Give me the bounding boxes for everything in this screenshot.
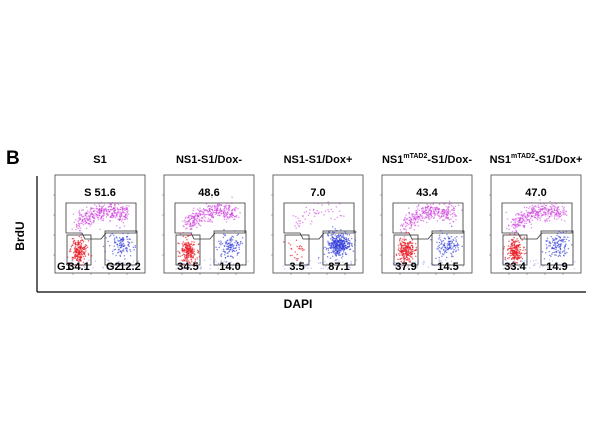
g2-percent: 14.9 (546, 261, 567, 273)
g1-label: G1 (57, 261, 72, 273)
g1-percent: 3.5 (289, 261, 304, 273)
dot-plot-panel: 43.4 37.9 14.5 (380, 174, 473, 275)
dot-plot-panel: 47.0 33.4 14.9 (489, 174, 582, 275)
g1-percent: 37.9 (395, 261, 416, 273)
s-phase-label: S (84, 187, 94, 199)
gate-g2 (431, 230, 465, 266)
panel-title-main: NS1-S1/Dox- (176, 154, 242, 166)
scatter-points (392, 200, 464, 270)
panel-titles: S1 NS1-S1/Dox- NS1-S1/Dox+ NS1mTAD2-S1/Dox-… (93, 153, 582, 166)
panel-title-suffix: -S1/Dox- (427, 154, 472, 166)
plot-frame (490, 174, 582, 274)
g2-percent: 12.2 (119, 261, 140, 273)
gate-g1 (393, 234, 419, 266)
g1-percent: 33.4 (504, 261, 526, 273)
plot-frame (272, 174, 364, 274)
panel-title-superscript: mTAD2 (511, 153, 535, 160)
s-phase-percent: S 51.6 (84, 187, 116, 199)
gate-s-phase (174, 202, 246, 240)
s-phase-value: 7.0 (310, 187, 325, 199)
g2-percent: 87.1 (328, 261, 349, 273)
panel-title-superscript: mTAD2 (403, 153, 427, 160)
s-phase-percent: 7.0 (310, 187, 325, 199)
s-phase-percent: 47.0 (525, 187, 546, 199)
s-phase-percent: 43.4 (416, 187, 438, 199)
panel-letter: B (6, 148, 20, 169)
g2-percent: 14.0 (219, 261, 240, 273)
s-phase-value: 51.6 (94, 187, 115, 199)
scatter-points (66, 201, 140, 270)
dot-plot-panel: 7.0 3.5 87.1 (271, 174, 364, 275)
g2-percent: 14.5 (437, 261, 458, 273)
gate-g2 (213, 230, 247, 266)
x-axis-label: DAPI (284, 297, 313, 311)
s-phase-value: 47.0 (525, 187, 546, 199)
panel-title: S1 (93, 154, 106, 166)
gate-s-phase (392, 202, 464, 240)
panel-title: NS1-S1/Dox+ (284, 154, 353, 166)
plot-frame (54, 174, 146, 274)
panel-title: NS1mTAD2-S1/Dox+ (490, 153, 583, 166)
plot-frame (381, 174, 473, 274)
y-axis-label: BrdU (13, 221, 27, 250)
s-phase-value: 43.4 (416, 187, 438, 199)
panel-title-suffix: -S1/Dox+ (535, 154, 582, 166)
panel-title-main: NS1-S1/Dox+ (284, 154, 353, 166)
panel-title-main: NS1 (382, 154, 403, 166)
gate-g2 (104, 230, 138, 266)
dot-plot-panel: 48.6 34.5 14.0 (162, 174, 255, 275)
s-phase-percent: 48.6 (198, 187, 219, 199)
scatter-points (282, 201, 358, 270)
gate-g1 (66, 234, 92, 266)
g1-percent: 34.1 (68, 261, 89, 273)
gate-s-phase (65, 202, 137, 240)
panel-title: NS1mTAD2-S1/Dox- (382, 153, 472, 166)
g1-percent: 34.5 (177, 261, 198, 273)
s-phase-value: 48.6 (198, 187, 219, 199)
gate-s-phase (501, 202, 573, 240)
scatter-points (175, 196, 249, 270)
gate-g1 (284, 234, 310, 266)
gate-s-phase (283, 202, 355, 240)
panel-title-main: NS1 (490, 154, 511, 166)
scatter-points (501, 199, 576, 270)
gate-g2 (540, 230, 574, 266)
panel-title-main: S1 (93, 154, 106, 166)
g2-label: G2 (106, 261, 121, 273)
panel-title: NS1-S1/Dox- (176, 154, 242, 166)
